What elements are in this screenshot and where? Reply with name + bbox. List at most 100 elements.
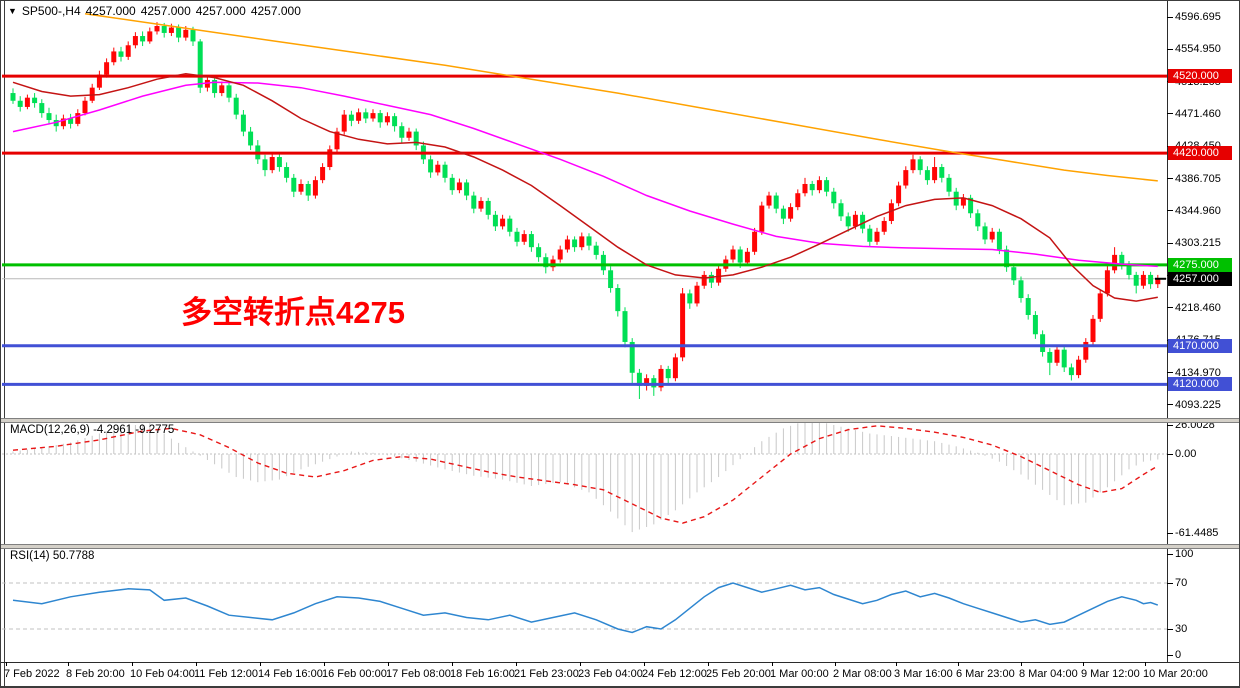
candle-body [204,79,210,88]
rsi-tick-label: 100 [1175,548,1194,560]
candle-body [910,159,916,171]
candle-body [320,167,326,181]
candle-body [1054,349,1060,363]
candle-body [226,85,232,98]
candle-body [888,203,894,221]
hline-price-badge: 4120.000 [1168,377,1232,392]
candle-body [240,114,246,132]
candle-body [17,100,23,107]
panel-separator-main-macd[interactable] [1,418,1239,423]
date-tick-label: 25 Feb 20:00 [706,668,771,680]
candle-body [140,36,146,42]
candle-body [132,36,138,46]
rsi-tick-label: 70 [1175,577,1188,589]
candle-body [586,236,592,246]
macd-tick-mark [1167,424,1173,426]
candle-body [118,51,124,57]
candle-body [543,257,549,268]
rsi-tick-mark [1167,553,1173,555]
candle-body [896,185,902,204]
candle-body [795,193,801,208]
candle-body [615,288,621,312]
candle-body [1097,293,1103,319]
date-tick-mark [388,662,389,666]
date-tick-label: 9 Mar 12:00 [1081,668,1140,680]
candle-body [917,159,923,171]
candle-body [924,170,930,181]
candle-body [190,29,196,42]
candle-body [838,203,844,217]
candle-body [176,27,182,38]
date-tick-mark [260,662,261,666]
candle-body [708,274,714,283]
price-tick-mark [1167,113,1173,115]
candle-body [341,114,347,132]
candle-body [701,274,707,286]
candle-body [600,254,606,271]
candle-body [608,270,614,289]
date-tick-label: 1 Mar 00:00 [770,668,829,680]
date-tick-label: 11 Feb 12:00 [194,668,259,680]
candle-body [593,245,599,255]
candle-body [276,157,282,168]
candle-body [1061,349,1067,368]
candle-body [1119,254,1125,265]
price-tick-mark [1167,404,1173,406]
date-tick-mark [516,662,517,666]
close-value: 4257.000 [250,4,301,18]
candle-body [168,27,174,33]
candle-body [1104,270,1110,294]
candle-body [32,97,38,104]
candle-body [831,191,837,204]
candle-body [183,29,189,38]
candle-body [428,159,434,173]
candle-body [442,164,448,178]
candle-body [939,167,945,178]
candle-body [694,285,700,304]
price-tick-label: 4218.460 [1175,301,1221,314]
candle-body [1133,274,1139,286]
ma-slow-orange [84,12,1158,182]
candle-body [219,85,225,94]
date-tick-label: 24 Feb 12:00 [642,668,707,680]
price-tick-label: 4471.460 [1175,107,1221,120]
candle-body [39,103,45,114]
candle-body [658,368,664,388]
candle-body [521,234,527,242]
candle-body [773,195,779,209]
candle-body [492,214,498,227]
candle-body [478,200,484,209]
symbol-dropdown-triangle-icon[interactable]: ▼ [8,6,17,16]
candle-body [60,118,66,127]
date-tick-mark [6,662,7,666]
candle-body [1025,298,1031,315]
candle-body [680,293,686,358]
candle-body [334,131,340,150]
candle-body [1140,274,1146,286]
date-tick-mark [896,662,897,666]
main-price-panel[interactable] [2,12,1167,399]
price-tick-mark [1167,372,1173,374]
date-tick-mark [708,662,709,666]
candle-body [874,231,880,242]
macd-panel[interactable] [2,421,1167,533]
date-axis-border [1,662,1239,663]
candle-body [989,231,995,240]
panel-separator-macd-rsi[interactable] [1,544,1239,549]
candle-body [579,236,585,248]
candle-body [730,249,736,260]
date-tick-label: 16 Feb 00:00 [322,668,387,680]
macd-tick-mark [1167,453,1173,455]
candle-body [788,207,794,219]
candle-body [464,182,470,196]
price-tick-label: 4596.695 [1175,11,1221,23]
candle-body [161,26,167,33]
rsi-panel[interactable] [2,582,1167,634]
candle-body [399,126,405,138]
annotation-text[interactable]: 多空转折点4275 [181,295,405,330]
macd-tick-mark [1167,532,1173,534]
candle-body [636,372,642,386]
date-tick-label: 7 Feb 2022 [4,668,60,680]
candle-body [1076,359,1082,376]
